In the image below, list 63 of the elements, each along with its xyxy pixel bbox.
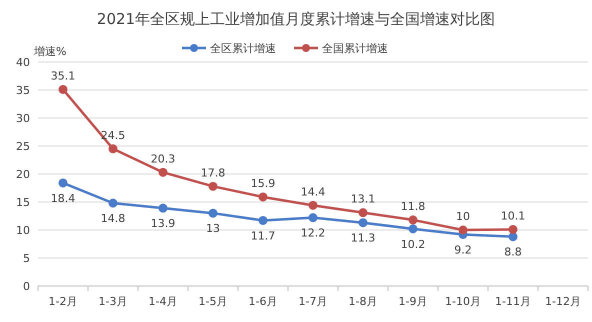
data-label: 13.9 — [150, 217, 176, 230]
x-tick-label: 1-3月 — [98, 295, 128, 308]
x-tick-label: 1-9月 — [398, 295, 428, 308]
data-label: 13 — [206, 222, 220, 236]
y-tick-label: 15 — [16, 196, 30, 209]
point — [258, 192, 268, 202]
x-tick-label: 1-8月 — [348, 295, 378, 308]
point — [458, 226, 468, 234]
point — [58, 84, 68, 94]
point — [308, 200, 318, 210]
point — [258, 216, 268, 225]
x-tick-label: 1-5月 — [198, 295, 228, 308]
y-tick-label: 35 — [16, 84, 30, 97]
x-tick-label: 1-10月 — [445, 295, 481, 308]
x-tick-label: 1-12月 — [545, 295, 581, 308]
point — [208, 208, 218, 218]
y-tick-label: 25 — [16, 140, 30, 153]
data-label: 10 — [456, 210, 470, 223]
data-label: 12.2 — [300, 226, 326, 240]
x-tick-label: 1-2月 — [48, 295, 78, 308]
legend-label: 全国累计增速 — [322, 42, 388, 55]
point — [158, 204, 168, 213]
data-label: 17.8 — [200, 166, 226, 180]
point — [408, 224, 418, 234]
legend-全区累计增速: 全区累计增速 — [182, 42, 276, 55]
point — [158, 168, 168, 177]
data-label: 14.4 — [300, 185, 326, 198]
y-tick-label: 0 — [23, 280, 30, 293]
point — [108, 144, 118, 154]
y-tick-label: 10 — [16, 224, 30, 237]
data-label: 11.8 — [400, 200, 426, 213]
x-tick-label: 1-11月 — [495, 295, 531, 308]
point — [208, 182, 218, 191]
point — [508, 224, 518, 234]
point — [358, 218, 368, 228]
point — [58, 178, 68, 188]
data-label: 11.7 — [250, 229, 276, 242]
chart-title: 2021年全区规上工业增加值月度累计增速与全国增速对比图 — [96, 10, 496, 28]
x-tick-label: 1-4月 — [148, 295, 178, 308]
data-label: 20.3 — [150, 152, 176, 166]
y-tick-label: 20 — [16, 168, 30, 181]
data-label: 13.1 — [350, 192, 376, 206]
x-tick-label: 1-6月 — [248, 295, 278, 308]
point — [358, 208, 368, 218]
data-label: 14.8 — [100, 212, 126, 226]
data-label: 10.1 — [500, 209, 526, 222]
data-label: 8.8 — [504, 246, 522, 259]
data-label: 10.2 — [400, 238, 426, 251]
x-tick-label: 1-7月 — [298, 295, 328, 308]
point — [308, 213, 318, 222]
point — [408, 215, 418, 224]
y-tick-label: 40 — [16, 56, 30, 69]
data-label: 11.3 — [350, 232, 376, 245]
data-label: 15.9 — [250, 176, 276, 190]
y-axis-title: 增速% — [33, 45, 66, 58]
data-label: 35.1 — [50, 69, 76, 82]
point — [108, 198, 118, 208]
legend-全国累计增速: 全国累计增速 — [294, 42, 388, 55]
y-tick-label: 5 — [23, 252, 30, 265]
legend-label: 全区累计增速 — [210, 42, 276, 55]
data-label: 9.2 — [454, 243, 472, 256]
y-tick-label: 30 — [16, 112, 30, 125]
data-label: 18.4 — [50, 192, 76, 205]
